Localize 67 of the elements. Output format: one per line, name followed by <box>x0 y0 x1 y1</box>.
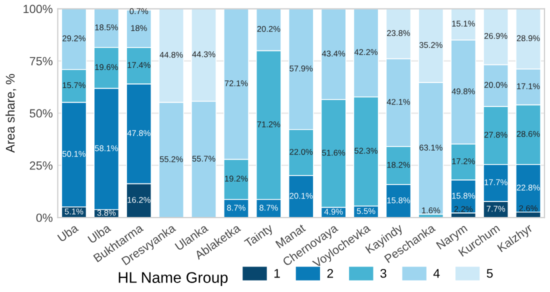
data-label: 35.2% <box>419 42 442 48</box>
legend-label: 2 <box>327 268 334 278</box>
data-label: 23.8% <box>387 30 410 36</box>
y-tick-label: 100% <box>24 4 52 14</box>
data-label: 47.8% <box>127 130 150 136</box>
data-label: 15.8% <box>452 192 475 199</box>
data-label: 26.9% <box>484 32 508 39</box>
data-label: 8.7% <box>260 204 278 211</box>
data-label: 28.9% <box>516 35 540 42</box>
data-label: 15.8% <box>387 197 410 204</box>
data-label: 20.1% <box>290 192 313 199</box>
data-label: 2.6% <box>519 205 538 212</box>
data-label: 20.0% <box>484 82 508 88</box>
data-label: 19.6% <box>95 64 118 70</box>
data-label: 0.7% <box>130 8 148 14</box>
data-label: 58.1% <box>94 145 118 152</box>
data-label: 49.8% <box>452 88 475 94</box>
data-label: 17.4% <box>128 62 150 68</box>
y-tick-label: 50% <box>30 109 52 118</box>
legend-label: 1 <box>274 269 280 278</box>
data-label: 2.2% <box>454 206 473 212</box>
data-label: 22.8% <box>516 184 540 191</box>
data-label: 20.2% <box>257 26 280 32</box>
legend-label: 4 <box>433 269 440 278</box>
data-label: 55.7% <box>192 156 216 162</box>
data-label: 28.6% <box>516 130 540 137</box>
data-label: 1.6% <box>422 207 440 214</box>
data-label: 71.2% <box>257 121 280 128</box>
y-tick-label: 75% <box>30 57 52 66</box>
data-label: 52.3% <box>354 148 378 154</box>
data-label: 3.8% <box>97 210 116 216</box>
data-label: 17.1% <box>517 83 540 90</box>
data-label: 18.5% <box>95 24 118 30</box>
data-label: 29.2% <box>62 35 86 42</box>
data-label: 15.7% <box>62 82 86 88</box>
y-tick-label: 25% <box>30 161 52 170</box>
legend-title: HL Name Group <box>118 272 228 286</box>
data-label: 5.5% <box>356 208 376 214</box>
data-label: 8.7% <box>227 204 246 211</box>
data-label: 27.8% <box>484 132 508 138</box>
data-label: 4.9% <box>324 208 343 215</box>
data-label: 7.7% <box>486 206 506 212</box>
y-axis-title: Area share, % <box>5 74 16 153</box>
data-label: 44.3% <box>192 51 216 58</box>
data-label: 50.1% <box>62 150 86 157</box>
data-label: 55.2% <box>160 156 183 162</box>
data-label: 57.9% <box>290 66 313 72</box>
data-label: 42.1% <box>386 98 410 105</box>
data-label: 18.2% <box>387 162 410 168</box>
data-label: 19.2% <box>225 176 248 182</box>
legend-label: 5 <box>486 269 493 278</box>
data-label: 22.0% <box>290 148 313 155</box>
x-tick-label: Uba <box>56 223 79 242</box>
data-label: 16.2% <box>128 196 150 203</box>
data-label: 18% <box>131 25 147 32</box>
data-label: 51.6% <box>322 150 346 156</box>
data-label: 43.4% <box>322 50 346 57</box>
data-label: 44.8% <box>160 52 183 58</box>
data-label: 17.2% <box>452 158 475 164</box>
data-label: 42.2% <box>354 49 378 56</box>
legend-label: 3 <box>380 268 386 278</box>
data-label: 15.1% <box>452 20 475 27</box>
y-tick-label: 0% <box>36 214 52 222</box>
data-label: 5.1% <box>64 208 84 214</box>
data-label: 72.1% <box>224 80 248 86</box>
data-label: 17.7% <box>484 179 508 186</box>
data-label: 63.1% <box>420 144 442 151</box>
